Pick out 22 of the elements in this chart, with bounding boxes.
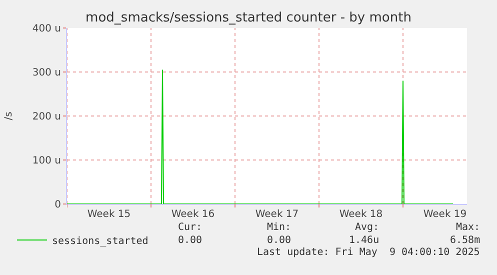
x-tick-label: Week 15 xyxy=(87,209,131,220)
text: Max: xyxy=(456,222,480,233)
chart-title: mod_smacks/sessions_started counter - by month xyxy=(86,10,412,26)
y-tick-label: 200 u xyxy=(32,112,61,122)
text: Cur: xyxy=(178,222,202,233)
text: 0.00 xyxy=(178,235,202,246)
x-tick-label: Week 18 xyxy=(339,209,383,220)
text: Min: xyxy=(267,222,292,233)
text: Last update: Fri May 9 04:00:10 2025 xyxy=(257,247,480,258)
y-tick-label: 100 u xyxy=(32,156,61,166)
y-tick-label: 400 u xyxy=(32,24,61,34)
x-tick-label: Week 17 xyxy=(255,209,299,220)
y-axis-title: /s xyxy=(3,112,14,120)
text: 1.46u xyxy=(349,235,380,246)
y-tick-label: 0 xyxy=(54,200,61,210)
legend-label: sessions_started xyxy=(52,236,148,247)
text: Avg: xyxy=(355,222,380,233)
text: 0.00 xyxy=(267,235,292,246)
y-tick-label: 300 u xyxy=(32,68,61,78)
x-tick-label: Week 16 xyxy=(171,209,215,220)
text: 6.58m xyxy=(450,235,480,246)
x-tick-label: Week 19 xyxy=(423,209,467,220)
